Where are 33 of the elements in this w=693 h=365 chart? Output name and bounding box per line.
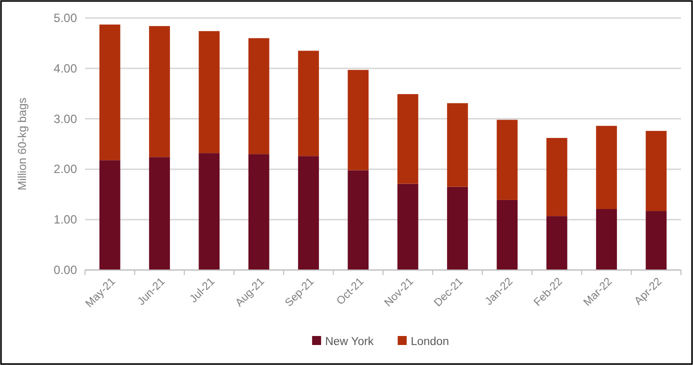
bar: [99, 24, 120, 160]
bar: [447, 186, 468, 270]
y-axis-title: Million 60-kg bags: [17, 97, 29, 190]
bar: [447, 103, 468, 187]
bar: [198, 31, 220, 154]
bar: [298, 50, 319, 156]
bar: [646, 130, 667, 212]
bar: [646, 211, 667, 270]
bar: [99, 160, 120, 270]
bar: [546, 216, 568, 270]
bar: [198, 153, 220, 270]
y-tick-label: 2.00: [54, 162, 78, 176]
bar: [348, 70, 369, 170]
y-tick-label: 5.00: [54, 11, 78, 25]
bar: [248, 38, 270, 154]
bar: [149, 26, 170, 158]
bar: [596, 209, 617, 270]
y-tick-label: 0.00: [54, 263, 78, 277]
y-tick-label: 3.00: [54, 112, 78, 126]
bar: [348, 170, 369, 270]
legend-label: London: [410, 336, 450, 348]
y-tick-label: 1.00: [54, 212, 78, 227]
bar: [546, 138, 568, 216]
legend-label: New York: [325, 336, 374, 348]
bar: [596, 126, 617, 210]
y-tick-label: 4.00: [54, 61, 78, 76]
bar: [149, 157, 170, 270]
bar: [496, 120, 518, 200]
bar: [496, 200, 518, 270]
bar: [397, 184, 418, 270]
bar: [298, 156, 319, 270]
bar: [397, 94, 418, 184]
bar: [248, 154, 270, 270]
